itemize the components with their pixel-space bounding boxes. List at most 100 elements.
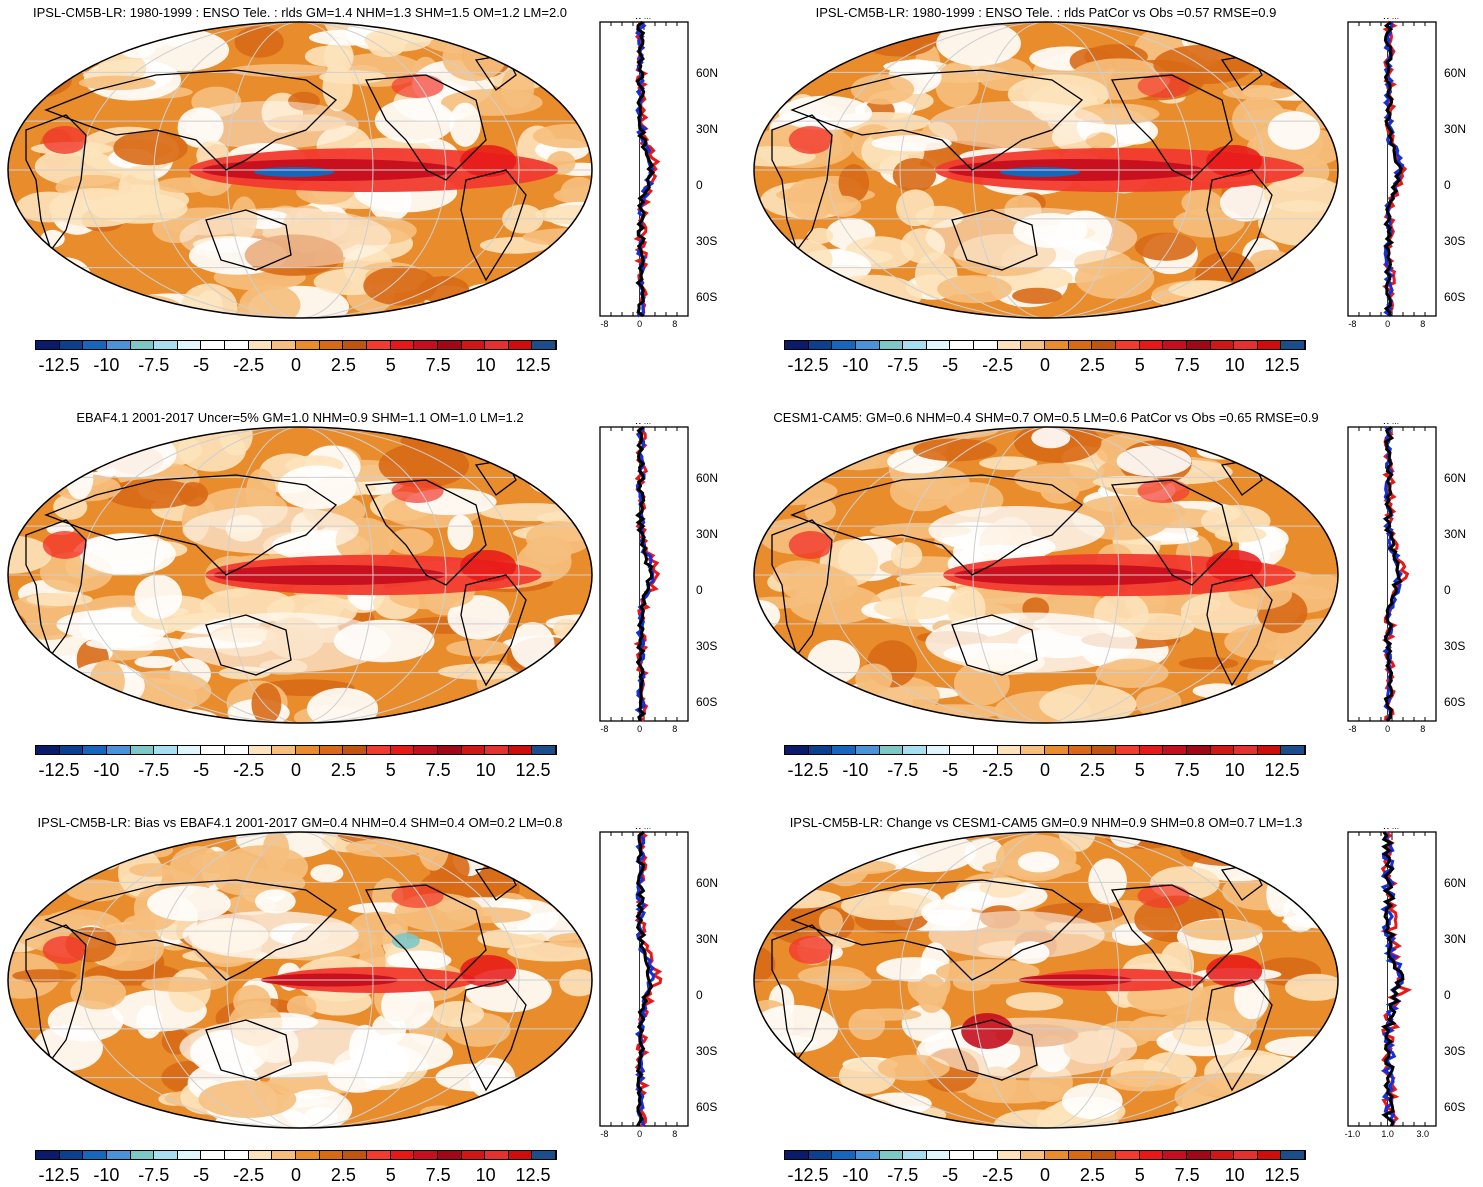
profile-xtick-label: 0 xyxy=(1385,724,1390,733)
colorbar-tick-label: -12.5 xyxy=(38,1165,80,1185)
colorbar-tick-label: 5 xyxy=(385,760,396,780)
colorbar-swatch xyxy=(437,341,462,349)
colorbar-swatch xyxy=(106,341,131,349)
colorbar-swatch xyxy=(154,1151,178,1159)
colorbar-swatch xyxy=(485,746,509,754)
latitude-label: 60N xyxy=(1444,471,1467,485)
latitude-label: 30N xyxy=(1444,932,1467,946)
colorbar-swatch xyxy=(1021,341,1046,349)
latitude-label: 60N xyxy=(1444,66,1467,80)
colorbar-swatch xyxy=(201,746,226,754)
colorbar-swatch xyxy=(272,1151,297,1159)
zonal-mean-profile: W m⁻² -1.0 1.0 3.0 xyxy=(1345,828,1437,1138)
colorbar-swatch xyxy=(366,341,391,349)
map-title: EBAF4.1 2001-2017 Uncer=5% GM=1.0 NHM=0.… xyxy=(76,410,524,425)
latitude-label: 60N xyxy=(696,66,719,80)
latitude-label: 30S xyxy=(696,234,718,248)
latitude-label: 60N xyxy=(1444,876,1467,890)
colorbar-swatch xyxy=(532,1151,557,1159)
colorbar-swatch xyxy=(926,341,951,349)
colorbar-tick-label: 5 xyxy=(1134,760,1145,780)
colorbar-tick-label: 12.5 xyxy=(515,1165,551,1185)
colorbar xyxy=(35,1150,557,1160)
colorbar-tick-label: 2.5 xyxy=(330,1165,356,1185)
colorbar-swatch xyxy=(177,341,202,349)
colorbar-swatch xyxy=(855,746,880,754)
colorbar-swatch xyxy=(437,746,462,754)
latitude-label: 60S xyxy=(1444,1100,1466,1114)
colorbar-swatch xyxy=(508,746,533,754)
latitude-label: 30N xyxy=(1444,527,1467,541)
colorbar-tick-label: -2.5 xyxy=(982,355,1014,375)
latitude-label: 30N xyxy=(696,527,719,541)
colorbar-tick-label: 5 xyxy=(385,355,396,375)
map-outline xyxy=(7,426,593,724)
colorbar-tick-label: 7.5 xyxy=(425,760,451,780)
coastlines xyxy=(771,459,1273,687)
colorbar xyxy=(784,1150,1306,1160)
colorbar-tick-label: 7.5 xyxy=(1174,1165,1200,1185)
profile-curve xyxy=(635,830,654,1127)
colorbar-swatch xyxy=(154,341,178,349)
colorbar-swatch xyxy=(106,746,131,754)
colorbar-swatch xyxy=(248,1151,273,1159)
colorbar-swatch xyxy=(130,1151,155,1159)
colorbar-swatch xyxy=(36,1151,60,1159)
coastlines xyxy=(771,54,1273,282)
colorbar-swatch xyxy=(1092,1151,1116,1159)
colorbar-swatch xyxy=(1281,341,1306,349)
colorbar-tick-label: -2.5 xyxy=(233,1165,265,1185)
colorbar-swatch xyxy=(508,1151,533,1159)
colorbar-swatch xyxy=(296,746,320,754)
map-title: IPSL-CM5B-LR: Change vs CESM1-CAM5 GM=0.… xyxy=(789,815,1303,830)
colorbar-swatch xyxy=(532,341,557,349)
colorbar-swatch xyxy=(832,746,856,754)
colorbar-tick-label: 2.5 xyxy=(1079,1165,1105,1185)
colorbar-swatch xyxy=(974,746,998,754)
colorbar-swatch xyxy=(83,746,107,754)
world-map xyxy=(753,831,1339,1129)
colorbar-swatch xyxy=(36,746,60,754)
colorbar-swatch xyxy=(950,1151,975,1159)
colorbar-tick-label: 2.5 xyxy=(1079,760,1105,780)
latitude-label: 60S xyxy=(696,1100,718,1114)
colorbar-swatch xyxy=(437,1151,462,1159)
colorbar-swatch xyxy=(903,341,927,349)
colorbar-swatch xyxy=(225,341,249,349)
latitude-label: 30N xyxy=(696,932,719,946)
latitude-label: 30S xyxy=(1444,234,1466,248)
colorbar-swatch xyxy=(879,746,904,754)
profile-curve xyxy=(635,425,654,722)
colorbar-swatch xyxy=(950,341,975,349)
colorbar-swatch xyxy=(343,746,367,754)
colorbar-swatch xyxy=(83,1151,107,1159)
colorbar-tick-label: -12.5 xyxy=(38,355,80,375)
colorbar-swatch xyxy=(532,746,557,754)
colorbar-swatch xyxy=(1186,746,1211,754)
map-outline xyxy=(753,426,1339,724)
colorbar-tick-label: -2.5 xyxy=(233,760,265,780)
coastlines xyxy=(25,54,527,282)
colorbar-swatch xyxy=(997,746,1022,754)
profile-unit-label: W m⁻² xyxy=(634,423,658,426)
colorbar-swatch xyxy=(414,341,438,349)
colorbar-swatch xyxy=(59,1151,84,1159)
colorbar-swatch xyxy=(1139,746,1164,754)
colorbar-tick-label: 7.5 xyxy=(1174,355,1200,375)
latitude-label: 60N xyxy=(696,876,719,890)
profile-xtick-label: 8 xyxy=(1420,724,1425,733)
colorbar-swatch xyxy=(1234,341,1258,349)
colorbar-tick-label: -5 xyxy=(193,1165,210,1185)
colorbar-swatch xyxy=(950,746,975,754)
colorbar-tick-label: 7.5 xyxy=(1174,760,1200,780)
profile-xtick-label: -1.0 xyxy=(1345,1129,1361,1138)
colorbar-swatch xyxy=(225,746,249,754)
colorbar-tick-label: 0 xyxy=(1039,760,1051,780)
colorbar-swatch xyxy=(296,341,320,349)
colorbar-swatch xyxy=(855,341,880,349)
profile-xtick-label: 8 xyxy=(672,1129,677,1138)
profile-xtick-label: -8 xyxy=(1348,724,1356,733)
colorbar-swatch xyxy=(248,341,273,349)
latitude-label: 60S xyxy=(696,290,718,304)
colorbar-swatch xyxy=(855,1151,880,1159)
